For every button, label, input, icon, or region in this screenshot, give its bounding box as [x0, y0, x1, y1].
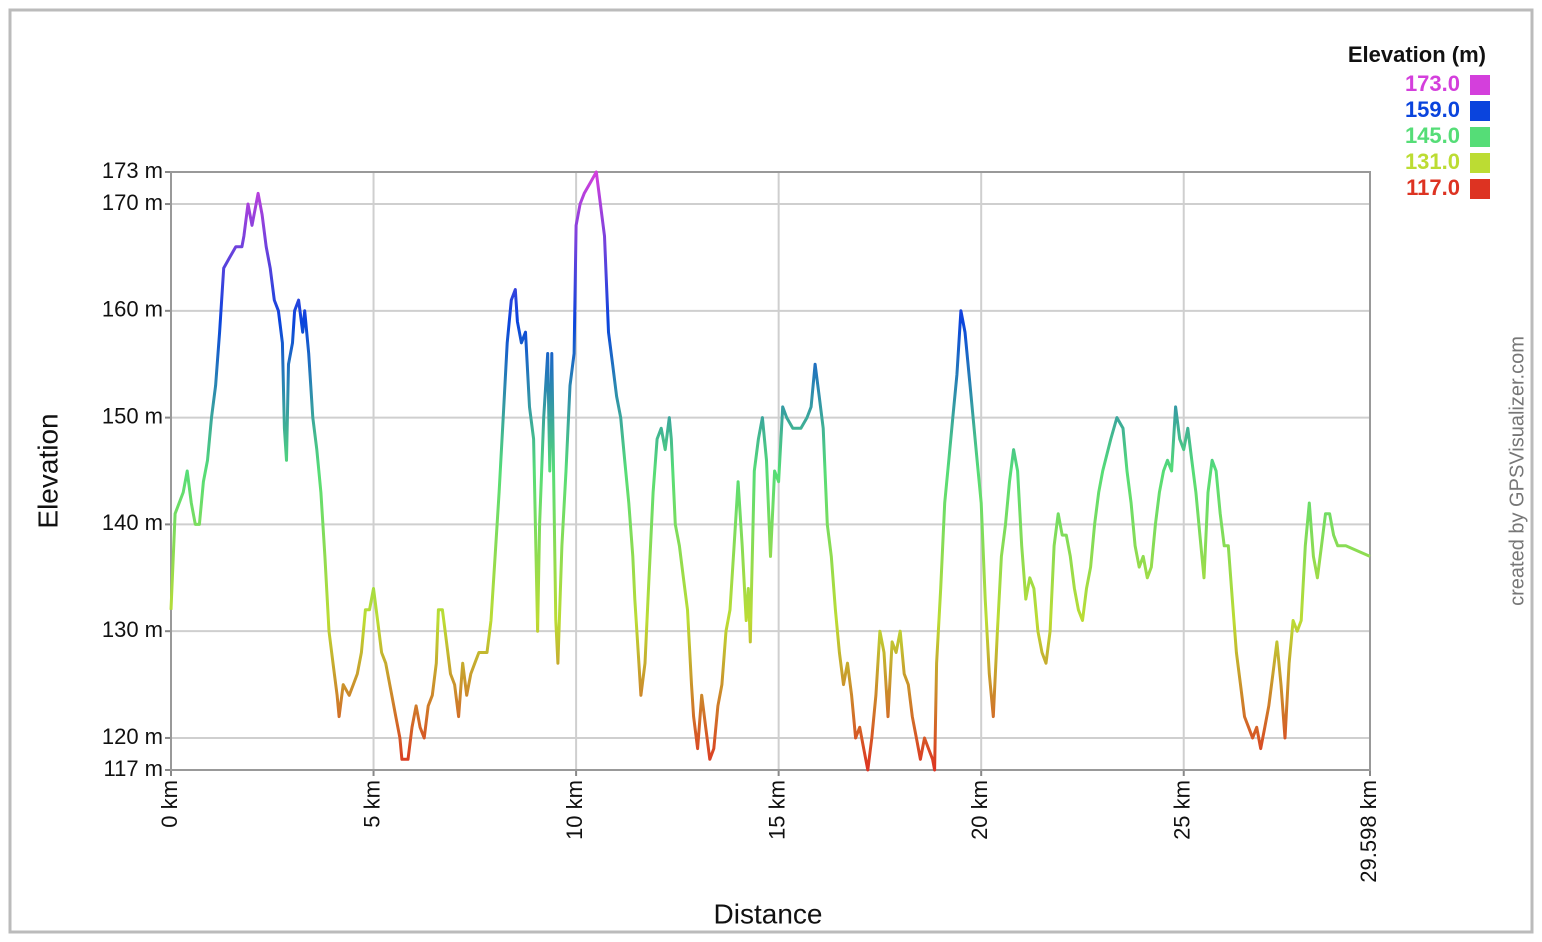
credit: created by GPSVisualizer.com [1506, 336, 1528, 606]
y-tick-label: 130 m [102, 617, 163, 642]
legend-label: 159.0 [1405, 97, 1460, 122]
legend-label: 173.0 [1405, 71, 1460, 96]
y-tick-label: 150 m [102, 403, 163, 428]
legend-swatch [1470, 179, 1490, 199]
legend-swatch [1470, 101, 1490, 121]
x-axis-label: Distance [714, 898, 823, 929]
x-tick-label: 25 km [1170, 780, 1195, 840]
legend-swatch [1470, 75, 1490, 95]
y-axis-label: Elevation [32, 413, 63, 528]
y-tick-label: 140 m [102, 510, 163, 535]
y-tick-label: 170 m [102, 190, 163, 215]
x-tick-label: 10 km [562, 780, 587, 840]
plot-border [170, 171, 1371, 771]
legend-swatch [1470, 153, 1490, 173]
plot-area [171, 172, 1370, 770]
x-tick-label: 15 km [764, 780, 789, 840]
legend-label: 117.0 [1406, 175, 1460, 200]
y-tick-label: 173 m [102, 158, 163, 183]
legend-title: Elevation (m) [1348, 42, 1486, 67]
legend-swatch [1470, 127, 1490, 147]
legend-label: 145.0 [1405, 123, 1460, 148]
x-tick-label: 0 km [157, 780, 182, 828]
x-tick-label: 29.598 km [1356, 780, 1381, 883]
x-tick-label: 5 km [359, 780, 384, 828]
x-tick-label: 20 km [967, 780, 992, 840]
legend-label: 131.0 [1405, 149, 1460, 174]
y-tick-label: 160 m [102, 297, 163, 322]
y-tick-label: 120 m [102, 724, 163, 749]
y-tick-label: 117 m [103, 756, 163, 781]
elevation-line [169, 170, 1371, 772]
